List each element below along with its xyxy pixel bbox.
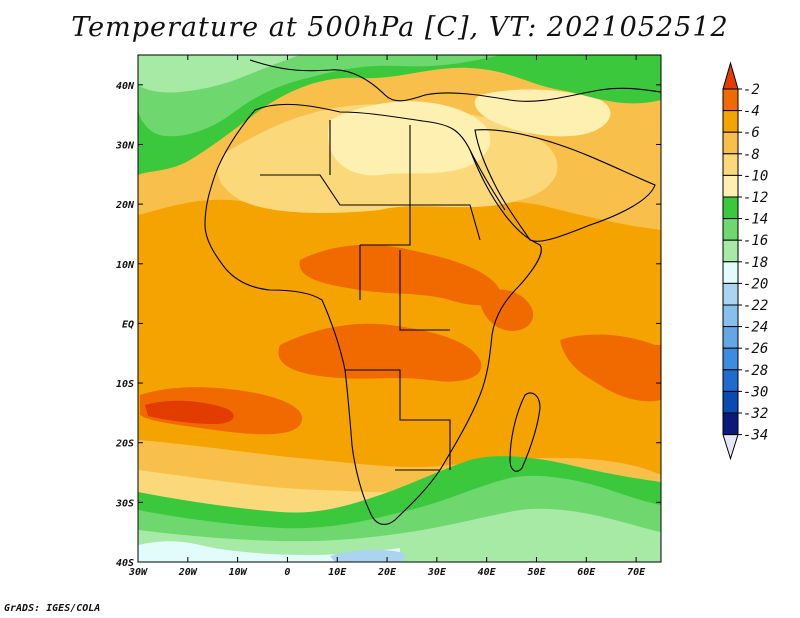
- field-warm-east: [479, 289, 534, 331]
- border-3: [329, 120, 450, 331]
- lat-tick-label: 20N: [115, 200, 135, 211]
- colorbar-label: -2: [743, 82, 760, 98]
- colorbar-label: -6: [743, 125, 760, 141]
- field-warm-congo: [278, 323, 482, 382]
- colorbar-label: -30: [743, 384, 768, 400]
- border-1: [260, 174, 411, 246]
- colorbar-label: -22: [743, 298, 768, 314]
- colorbar-label: -14: [743, 212, 768, 228]
- field-cold-south-3: [138, 508, 661, 562]
- colorbar-swatch: [722, 88, 739, 112]
- plot-frame: [137, 54, 662, 563]
- colorbar-swatch: [722, 218, 739, 241]
- lat-tick-label: EQ: [122, 319, 134, 330]
- colorbar-swatch: [722, 131, 739, 155]
- border-4: [345, 369, 451, 471]
- field-pale-arabia: [474, 89, 611, 137]
- lat-tick-label: 30S: [115, 498, 134, 509]
- lat-tick-label: 40N: [116, 81, 135, 92]
- field-cold-north-3: [138, 55, 300, 93]
- lon-tick-label: 30E: [427, 567, 447, 578]
- lon-tick-label: 60E: [577, 567, 596, 578]
- lon-tick-label: 0: [284, 567, 290, 578]
- coastlines: [204, 59, 661, 525]
- colorbar-swatch: [722, 282, 739, 306]
- axis-ticks: 30W 20W 10W 0 10E 20E 30E 40E 50E 60E 70E 40N 30N 20N…: [115, 55, 661, 578]
- colorbar: -2 -4 -6 -8 -10 -12 -14 -16 -18 -20 -22 -24 -26 -28 -3…: [722, 61, 768, 461]
- arabia: [474, 129, 656, 242]
- colorbar-label: -26: [743, 341, 768, 357]
- lon-tick-label: 10W: [229, 567, 248, 578]
- field-hot-atlantic: [145, 400, 234, 424]
- colorbar-bottom-triangle: [722, 434, 739, 461]
- colorbar-swatch: [722, 390, 739, 414]
- colorbar-top-triangle: [722, 61, 739, 90]
- colorbar-label: -16: [743, 233, 768, 249]
- field-pale-north: [328, 101, 491, 176]
- lon-tick-label: 40E: [478, 567, 497, 578]
- colorbar-label: -24: [743, 320, 768, 336]
- colorbar-label: -4: [743, 104, 760, 120]
- lon-tick-label: 10E: [328, 567, 347, 578]
- colorbar-swatch: [722, 326, 739, 349]
- europe-coast: [249, 59, 661, 102]
- red-sea: [469, 149, 506, 211]
- colorbar-label: -20: [743, 276, 768, 292]
- colorbar-label: -12: [743, 190, 768, 206]
- colorbar-swatch: [722, 412, 739, 436]
- grads-credit: GrADS: IGES/COLA: [4, 603, 101, 614]
- lat-tick-label: 20S: [115, 439, 134, 450]
- lat-tick-label: 30N: [115, 140, 135, 151]
- colorbar-label: -34: [743, 428, 768, 444]
- colorbar-swatch: [722, 261, 739, 284]
- lon-tick-label: 20W: [178, 567, 198, 578]
- lat-tick-label: 10N: [116, 260, 135, 271]
- colorbar-swatch: [722, 304, 739, 328]
- field-warm-indian: [560, 334, 661, 402]
- lon-tick-label: 20E: [377, 567, 397, 578]
- colorbar-swatch: [722, 196, 739, 220]
- colorbar-swatch: [722, 174, 739, 198]
- colorbar-label: -8: [743, 147, 760, 163]
- lon-tick-label: 50E: [527, 567, 546, 578]
- lat-tick-label: 40S: [116, 558, 134, 569]
- colorbar-swatch: [722, 110, 739, 133]
- colorbar-label: -28: [743, 363, 768, 379]
- border-2: [409, 125, 481, 241]
- lon-tick-label: 30W: [128, 567, 148, 578]
- colorbar-swatch: [722, 153, 739, 176]
- map-title: Temperature at 500hPa [C], VT: 202105251…: [71, 12, 729, 43]
- colorbar-label: -32: [743, 406, 768, 422]
- colorbar-label: -10: [743, 168, 768, 184]
- madagascar: [509, 392, 541, 472]
- colorbar-label: -18: [743, 255, 768, 271]
- lon-tick-label: 70E: [627, 567, 646, 578]
- africa-coastline: [204, 103, 542, 525]
- lat-tick-label: 10S: [116, 379, 134, 390]
- colorbar-swatch: [722, 369, 739, 392]
- colorbar-swatch: [722, 239, 739, 263]
- colorbar-swatch: [722, 347, 739, 371]
